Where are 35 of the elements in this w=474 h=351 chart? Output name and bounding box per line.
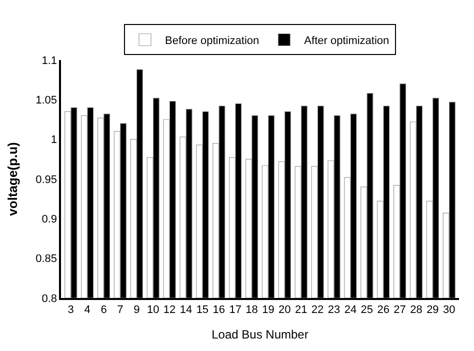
x-tick-label: 18 [246,304,258,316]
x-tick-label: 14 [180,304,192,316]
x-tick-label: 25 [360,304,374,316]
x-tick-label: 27 [394,304,406,316]
x-tick-label: 20 [278,304,291,316]
x-tick-label: 23 [328,304,340,316]
legend-label: Before optimization [165,35,260,48]
x-tick-label: 6 [100,304,107,316]
x-tick-label: 9 [134,304,140,316]
x-tick-label: 26 [377,304,390,316]
x-tick-label: 24 [344,304,357,316]
x-tick-label: 10 [146,304,160,316]
y-tick-label: 0.8 [42,292,58,305]
y-tick-label: 1 [50,134,58,146]
x-tick-label: 16 [212,304,226,316]
y-tick-label: 0.9 [42,214,58,226]
x-tick-label: 17 [229,304,242,316]
x-tick-label: 29 [426,304,439,316]
y-axis-title: voltage(p.u) [5,142,20,216]
x-tick-label: 4 [84,304,90,316]
x-tick-label: 28 [410,304,422,316]
x-tick-label: 12 [163,304,176,316]
y-tick-label: 0.85 [36,253,58,266]
x-tick-label: 3 [68,304,74,316]
y-tick-label: 1.05 [36,94,58,107]
y-tick-label: 1.1 [42,54,58,67]
legend-label: After optimization [304,35,390,48]
x-tick-label: 22 [311,304,324,316]
x-tick-label: 7 [117,304,124,316]
x-tick-label: 30 [443,304,456,316]
x-tick-label: 21 [294,304,308,316]
x-tick-label: 15 [196,304,209,316]
x-axis-title: Load Bus Number [212,327,308,342]
x-tick-label: 19 [262,304,274,316]
y-tick-label: 0.95 [36,174,58,186]
